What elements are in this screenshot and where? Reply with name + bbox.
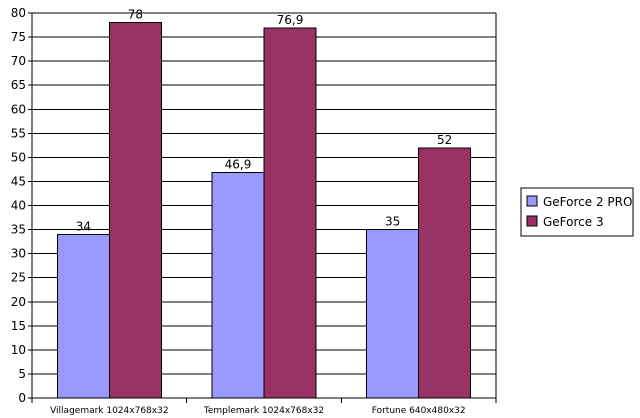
bar-geforce-2-pro — [211, 171, 265, 399]
data-label: 78 — [128, 8, 143, 22]
bar-geforce-3 — [108, 22, 162, 399]
y-tick-label: 55 — [11, 126, 26, 140]
legend-box — [520, 187, 634, 237]
y-tick-label: 10 — [11, 343, 26, 357]
y-tick-label: 50 — [11, 150, 26, 164]
y-tick-label: 30 — [11, 247, 26, 261]
axes — [28, 12, 497, 403]
legend-swatch — [526, 215, 538, 227]
x-tick-label: Fortune 640x480x32 — [372, 406, 466, 416]
y-tick-label: 65 — [11, 78, 26, 92]
y-tick-labels: 0 5 10 15 20 25 30 35 40 45 50 55 60 65 70 75 80 — [11, 6, 26, 405]
legend: GeForce 2 PRO GeForce 3 — [520, 187, 634, 237]
x-tick-labels: Villagemark 1024x768x32 Templemark 1024x7… — [50, 406, 465, 416]
bar-geforce-3 — [263, 27, 317, 399]
data-label: 34 — [76, 219, 91, 233]
y-tick-label: 15 — [11, 319, 26, 333]
y-tick-label: 70 — [11, 54, 26, 68]
x-tick-label: Templemark 1024x768x32 — [203, 406, 324, 416]
y-tick-label: 45 — [11, 174, 26, 188]
y-tick-label: 20 — [11, 295, 26, 309]
y-tick-label: 0 — [18, 391, 26, 405]
bar-geforce-2-pro — [56, 233, 110, 399]
x-tick-label: Villagemark 1024x768x32 — [50, 406, 168, 416]
bar-geforce-2-pro — [366, 229, 420, 399]
y-tick-label: 60 — [11, 102, 26, 116]
legend-label: GeForce 3 — [543, 215, 604, 229]
y-tick-label: 80 — [11, 6, 26, 20]
y-tick-label: 75 — [11, 30, 26, 44]
y-tick-label: 25 — [11, 271, 26, 285]
bar-geforce-3 — [418, 147, 472, 399]
y-tick-label: 40 — [11, 199, 26, 213]
data-label: 46,9 — [225, 157, 252, 171]
legend-swatch — [526, 195, 538, 207]
legend-label: GeForce 2 PRO — [543, 195, 632, 209]
data-label: 52 — [437, 133, 452, 147]
data-label: 35 — [385, 215, 400, 229]
bars — [56, 22, 472, 399]
data-label: 76,9 — [277, 13, 304, 27]
y-tick-label: 35 — [11, 223, 26, 237]
data-labels: 34 46,9 35 78 76,9 52 — [76, 8, 453, 234]
y-tick-label: 5 — [18, 367, 26, 381]
